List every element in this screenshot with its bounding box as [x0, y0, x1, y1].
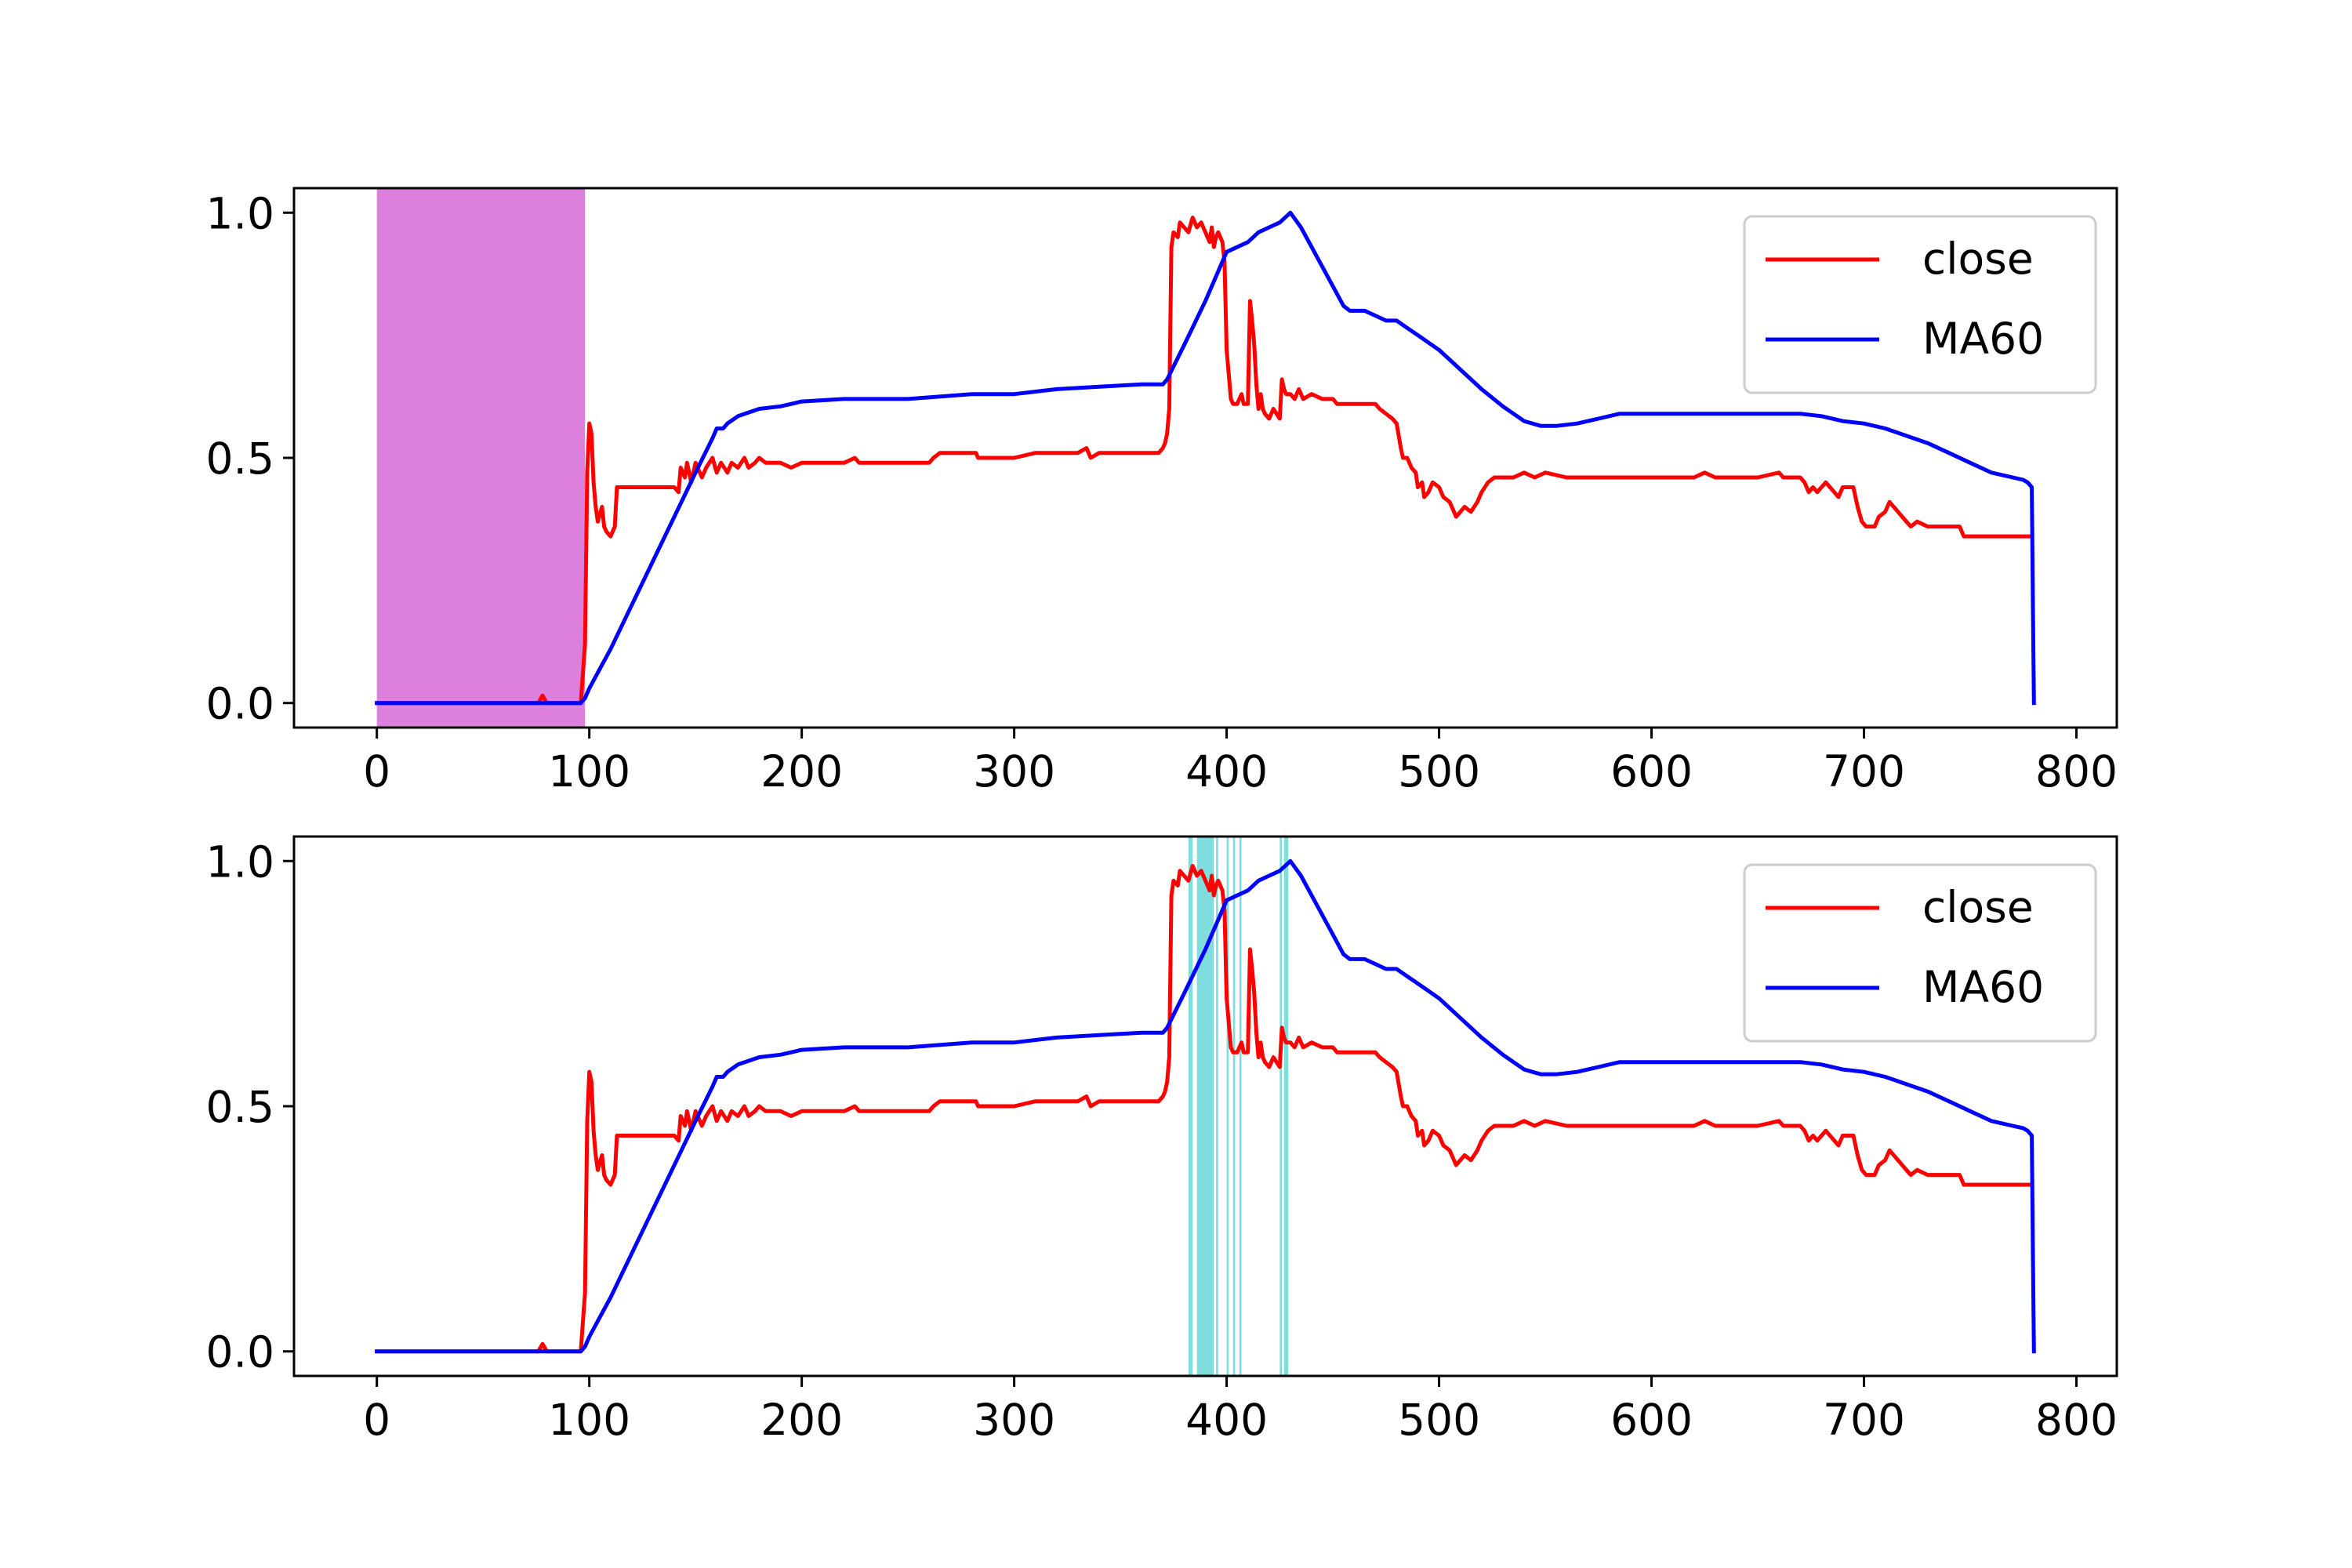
x-tick-label: 600: [1610, 1395, 1693, 1445]
shaded-span-1: [1196, 837, 1214, 1376]
x-tick-label: 100: [548, 746, 630, 797]
shaded-span-0: [1188, 837, 1193, 1376]
x-tick-label: 500: [1398, 1395, 1480, 1445]
x-tick-label: 500: [1398, 746, 1480, 797]
series-ma60-line: [375, 210, 2036, 706]
series-close-line: [375, 216, 2034, 706]
x-tick-label: 200: [760, 746, 843, 797]
y-tick-label: 0.5: [206, 1082, 274, 1132]
x-tick-label: 800: [2035, 1395, 2118, 1445]
x-tick-label: 800: [2035, 746, 2118, 797]
legend-close-label: close: [1922, 234, 2034, 284]
shaded-span-2: [1216, 837, 1218, 1376]
x-tick-label: 700: [1823, 1395, 1905, 1445]
legend: close MA60: [1743, 863, 2097, 1043]
series-lines: [375, 858, 2036, 1354]
x-tick-label: 300: [973, 1395, 1055, 1445]
shaded-span-0: [376, 188, 586, 728]
shaded-span-3: [1226, 837, 1229, 1376]
shaded-regions: [376, 188, 586, 728]
y-tick-label: 0.0: [206, 679, 274, 729]
legend-box: [1743, 215, 2097, 394]
x-tick-label: 300: [973, 746, 1055, 797]
shaded-span-5: [1239, 837, 1242, 1376]
x-tick-label: 400: [1185, 1395, 1268, 1445]
legend-close-label: close: [1922, 882, 2034, 932]
x-tick-label: 600: [1610, 746, 1693, 797]
series-ma60-line: [375, 858, 2036, 1354]
shaded-span-6: [1279, 837, 1283, 1376]
y-tick-label: 0.5: [206, 434, 274, 484]
x-tick-label: 0: [363, 1395, 390, 1445]
shaded-span-4: [1232, 837, 1236, 1376]
y-axis-ticks: 0.0 0.5 1.0: [206, 188, 294, 729]
bottom-chart-panel: 0 100 200 300 400 500 600 700 800 0.0 0.5 1.0 clos…: [206, 835, 2118, 1445]
series-close-line: [375, 864, 2034, 1354]
legend-ma60-label: MA60: [1922, 314, 2044, 364]
y-tick-label: 0.0: [206, 1327, 274, 1377]
x-tick-label: 200: [760, 1395, 843, 1445]
x-axis-ticks: 0 100 200 300 400 500 600 700 800: [363, 1376, 2118, 1445]
y-axis-ticks: 0.0 0.5 1.0: [206, 837, 294, 1377]
legend: close MA60: [1743, 215, 2097, 394]
x-axis-ticks: 0 100 200 300 400 500 600 700 800: [363, 728, 2118, 797]
series-lines: [375, 210, 2036, 706]
x-tick-label: 100: [548, 1395, 630, 1445]
y-tick-label: 1.0: [206, 188, 274, 238]
x-tick-label: 0: [363, 746, 390, 797]
legend-box: [1743, 863, 2097, 1043]
shaded-span-7: [1283, 837, 1289, 1376]
top-chart-panel: 0 100 200 300 400 500 600 700 800 0.0 0.5 1.0 clos…: [206, 187, 2118, 797]
x-tick-label: 400: [1185, 746, 1268, 797]
y-tick-label: 1.0: [206, 837, 274, 887]
shaded-regions: [1188, 837, 1289, 1376]
legend-ma60-label: MA60: [1922, 962, 2044, 1012]
x-tick-label: 700: [1823, 746, 1905, 797]
